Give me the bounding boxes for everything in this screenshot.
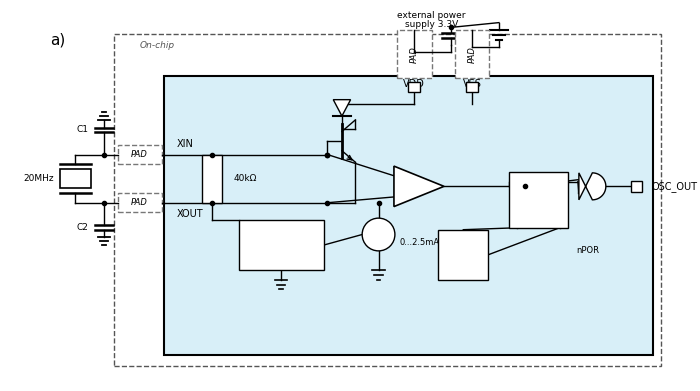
Text: LATCH: LATCH [524,192,554,201]
Text: 0...2.5mA: 0...2.5mA [400,238,440,247]
Text: PAD: PAD [131,198,148,207]
Polygon shape [394,166,444,206]
Polygon shape [579,173,606,200]
Text: 20MHz: 20MHz [23,174,54,183]
Text: -: - [400,169,405,182]
Polygon shape [333,100,351,116]
Text: G: G [514,206,520,215]
Text: RN: RN [554,215,565,224]
Bar [164,75,653,355]
Bar [438,230,489,280]
Text: PAD: PAD [468,46,477,63]
Text: external power: external power [398,11,466,20]
Bar [113,34,661,366]
Text: PAD: PAD [410,46,419,63]
Bar [202,154,221,203]
Bar [239,220,323,270]
Text: On-chip: On-chip [140,41,175,50]
Bar [118,145,162,164]
Bar [454,30,489,79]
Text: 40kΩ: 40kΩ [233,174,256,183]
Bar [118,193,162,212]
Text: supply 3.3V: supply 3.3V [405,20,458,29]
Text: PAD: PAD [131,150,148,159]
Text: D: D [514,177,520,186]
Text: +: + [398,190,408,203]
Text: Bias
&
POR: Bias & POR [454,240,473,270]
Circle shape [362,218,395,251]
Text: C1: C1 [76,125,89,134]
Text: OSC_OUT: OSC_OUT [651,181,697,192]
Text: nPOR: nPOR [576,246,599,255]
Text: Q: Q [556,177,563,186]
Text: XIN: XIN [176,139,193,149]
Bar [466,83,477,92]
Bar [408,83,420,92]
Bar [60,169,90,188]
Text: XOUT: XOUT [176,209,203,219]
Text: C2: C2 [77,223,89,232]
Text: Amplitude
detector: Amplitude detector [258,235,304,255]
Bar [631,181,643,192]
Bar [509,172,568,228]
Text: VSS: VSS [463,79,482,89]
Bar [397,30,431,79]
Text: VDD: VDD [403,79,425,89]
Text: a): a) [50,32,65,47]
